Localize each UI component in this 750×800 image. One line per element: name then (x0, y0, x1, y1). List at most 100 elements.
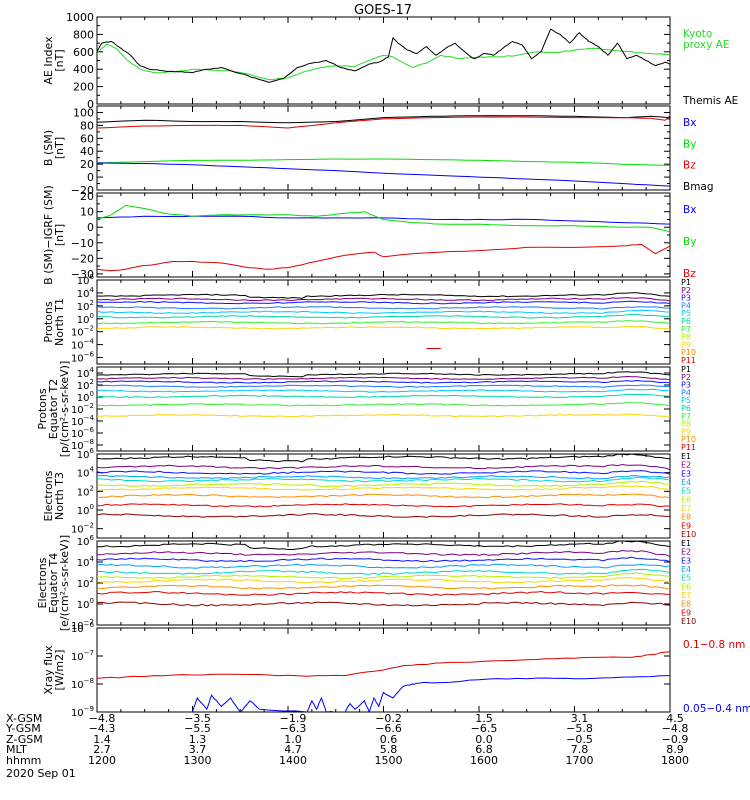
x-tick-value: 1400 (279, 754, 307, 767)
legend-label: P8 (681, 420, 691, 429)
panel-8: 10−6 10−7 10−8 10−9 Xray flux[W/m2] 0.1−0.8 n… (42, 621, 750, 719)
y-tick-label: 10−4 (71, 414, 95, 428)
legend: 0.1−0.8 nm 0.05−0.4 nm (683, 639, 750, 715)
channel-line-6 (97, 393, 670, 399)
legend-label: E6 (681, 582, 691, 591)
y-tick-label: 106 (77, 534, 95, 548)
x-tick-value: 4.5 (666, 712, 684, 725)
legend-label: E3 (681, 556, 691, 565)
y-tick-label: 10 (80, 206, 94, 219)
plot-date: 2020 Sep 01 (6, 767, 76, 780)
y-tick-label: 800 (73, 28, 94, 41)
legend-label: E5 (681, 574, 691, 583)
y-tick-label: 10−8 (71, 438, 94, 452)
legend-label: P4 (681, 388, 691, 397)
legend-label: E9 (681, 608, 691, 617)
panel-1: 0 200 400 600 800 1000 AE Index[nT] Kyotoproxy … (42, 11, 738, 111)
channel-line-10 (97, 513, 670, 518)
y-tick-label: 104 (77, 555, 95, 569)
y-tick-label: 10−2 (71, 325, 94, 339)
legend-label: P1 (681, 278, 691, 287)
channel-line-2 (97, 297, 670, 302)
legend-label: P10 (681, 435, 696, 444)
y-tick-label: −20 (71, 184, 94, 197)
y-axis-label: [nT] (53, 137, 66, 159)
legend-label: E1 (681, 452, 691, 461)
legend-label: P3 (681, 381, 691, 390)
channel-line-1 (97, 371, 670, 378)
y-tick-label: 100 (73, 106, 94, 119)
legend-label: P5 (681, 396, 691, 405)
x-tick-value: 1600 (470, 754, 498, 767)
y-tick-label: 100 (77, 390, 94, 404)
x-tick-value: 6.8 (475, 743, 493, 756)
series-line-By (97, 204, 670, 233)
x-tick-value: 5.8 (380, 743, 398, 756)
legend-label: E9 (681, 521, 691, 530)
channel-line-2 (97, 463, 670, 471)
channel-line-5 (97, 568, 670, 576)
panel-frame (96, 16, 671, 105)
legend-label: E2 (681, 548, 691, 557)
y-tick-label: 10−6 (71, 351, 95, 365)
x-tick-value: 1200 (88, 754, 116, 767)
legend-label: E7 (681, 591, 691, 600)
x-tick-value: 1500 (375, 754, 403, 767)
panel-3: −30 −20 −10 0 10 20 B (SM)−IGRF (SM)[nT] Bx By Bz (42, 185, 696, 285)
channel-line-7 (97, 577, 670, 584)
y-tick-label: −20 (71, 252, 94, 265)
channel-line-5 (97, 388, 670, 393)
x-tick-value: 4.7 (284, 743, 302, 756)
x-tick-value: −0.5 (566, 733, 593, 746)
x-tick-value: −4.3 (89, 722, 116, 735)
legend-label: P3 (681, 294, 691, 303)
y-tick-label: 0 (87, 98, 94, 111)
y-axis-label: Protons (36, 388, 49, 429)
legend-label: P7 (681, 412, 691, 421)
y-tick-label: 10−2 (71, 402, 94, 416)
legend-label: P11 (681, 443, 696, 452)
series-line-Bx (97, 162, 670, 187)
series-line-Themis AE (97, 28, 670, 83)
y-tick-label: −10 (71, 237, 94, 250)
y-tick-label: 100 (77, 503, 94, 517)
channel-line-2 (97, 375, 670, 381)
legend-label: P4 (681, 301, 691, 310)
y-tick-label: 0 (87, 221, 94, 234)
y-tick-label: 10−7 (71, 649, 94, 663)
x-tick-value: 1.3 (189, 733, 207, 746)
series-line-0.1−0.8 nm (97, 651, 670, 679)
x-row-label: Y-GSM (5, 722, 41, 735)
y-tick-label: 10−2 (71, 522, 94, 536)
panel-data (97, 454, 670, 518)
legend-label: Themis AE (682, 95, 738, 107)
legend-label: Bmag (683, 181, 714, 193)
legend-label: P5 (681, 309, 691, 318)
legend-label: P9 (681, 340, 691, 349)
legend-label: E3 (681, 469, 691, 478)
channel-line-3 (97, 300, 670, 305)
legend-label: Bz (683, 160, 696, 172)
channel-line-8 (97, 413, 670, 418)
y-tick-label: 106 (77, 273, 95, 287)
channel-line-6 (97, 480, 670, 488)
channel-line-8 (97, 493, 670, 499)
x-tick-value: −6.3 (280, 722, 307, 735)
x-tick-value: 1.5 (475, 712, 493, 725)
y-tick-label: 40 (80, 145, 94, 158)
y-tick-label: 102 (77, 576, 94, 590)
legend-label: E10 (681, 530, 696, 539)
x-tick-value: −3.5 (184, 712, 211, 725)
panel-frame (96, 192, 671, 278)
y-tick-label: 400 (73, 63, 94, 76)
channel-line-5 (97, 309, 670, 314)
panel-data (97, 115, 670, 187)
y-axis-label: [W/m2] (53, 650, 66, 691)
legend-label: E6 (681, 495, 691, 504)
y-tick-label: 10−8 (71, 677, 94, 691)
channel-line-9 (97, 590, 670, 596)
y-axis-label: Equator T4 (47, 553, 60, 613)
